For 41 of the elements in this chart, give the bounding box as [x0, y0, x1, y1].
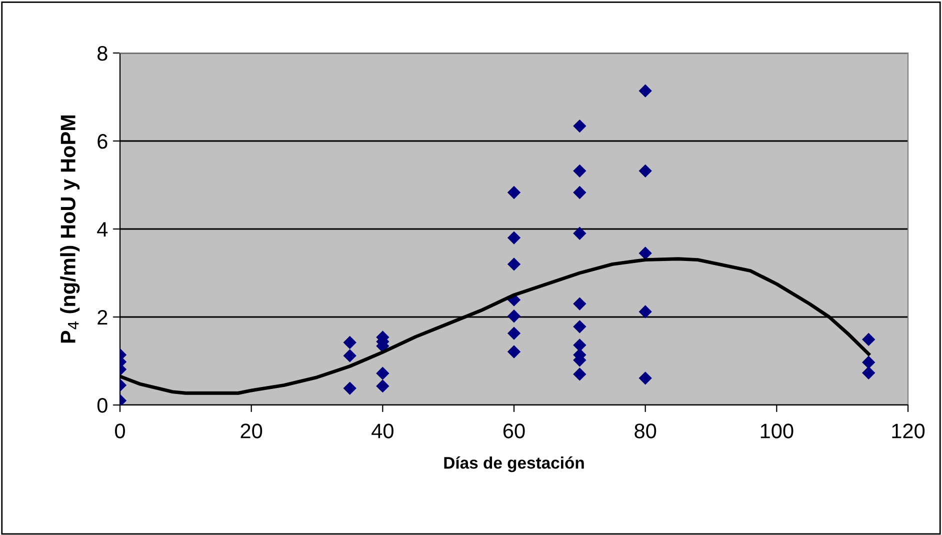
point — [507, 258, 521, 271]
point — [573, 368, 586, 381]
point — [507, 345, 521, 358]
point — [638, 164, 652, 178]
point — [507, 231, 521, 244]
point — [573, 320, 586, 334]
point — [507, 310, 521, 323]
y-tick-label: 6 — [98, 134, 108, 149]
x-tick-label: 60 — [503, 424, 525, 438]
point — [638, 246, 652, 260]
y-tick-label: 4 — [97, 222, 108, 237]
point — [573, 164, 586, 178]
x-tick-label: 100 — [760, 424, 794, 438]
x-tick-label: 80 — [634, 424, 656, 438]
point — [343, 336, 356, 350]
point — [573, 186, 586, 200]
x-tick-label: 0 — [115, 424, 125, 438]
point — [343, 382, 356, 395]
y-axis-title: P$_{4}$ (ng/ml) HoU y HoPM — [60, 115, 80, 343]
x-tick-label: 40 — [372, 424, 394, 438]
point — [573, 297, 586, 310]
point — [573, 226, 586, 240]
y-tick-label: 8 — [98, 46, 108, 61]
point — [376, 366, 390, 380]
point — [862, 356, 876, 369]
point — [862, 332, 876, 346]
x-tick-label: 120 — [892, 424, 925, 438]
y-tick-label: 2 — [98, 310, 108, 325]
point — [638, 372, 652, 385]
x-tick-label: 20 — [240, 424, 262, 438]
point — [573, 119, 586, 133]
point — [343, 349, 356, 362]
point — [507, 326, 521, 340]
point — [573, 338, 586, 352]
point — [638, 305, 652, 318]
y-tick-label: 0 — [97, 398, 108, 413]
point — [376, 379, 390, 393]
x-axis-title: Días de gestación — [444, 456, 584, 472]
point — [862, 366, 876, 380]
point — [507, 186, 521, 200]
point — [638, 84, 652, 98]
